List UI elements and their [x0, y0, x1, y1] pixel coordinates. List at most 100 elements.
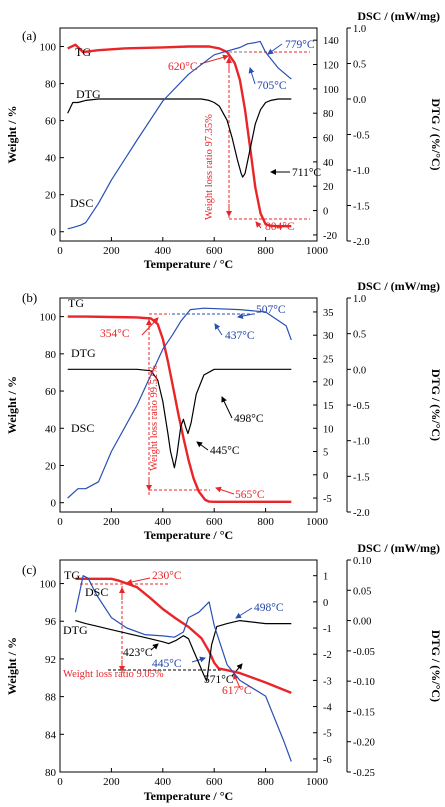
weight-tick-label: 100 — [40, 312, 57, 324]
dsc-tick-label: 5 — [323, 448, 328, 459]
weight-tick-label: 0 — [51, 498, 57, 510]
dtg-tick-label: -0.15 — [353, 707, 375, 718]
annotation-label: 565°C — [235, 489, 265, 501]
annotation-label: 620°C — [168, 61, 198, 73]
plot-frame — [59, 297, 318, 513]
annotation-label: Weight loss ratio 99.52% — [149, 365, 160, 471]
dsc-axis-title: DSC / (mW/mg) — [357, 541, 440, 555]
x-tick-label: 1000 — [306, 776, 329, 788]
annotation-arrow — [235, 607, 253, 619]
weight-tick-label: 88 — [45, 692, 57, 704]
annotation-arrow — [233, 673, 241, 689]
weight-tick-label: 20 — [45, 190, 57, 202]
series-label-dsc: DSC — [85, 585, 108, 599]
x-tick-label: 1000 — [306, 516, 329, 528]
dtg-tick-label: 0.0 — [353, 365, 366, 376]
dsc-axis-title: DSC / (mW/mg) — [357, 9, 440, 23]
series-label-tg: TG — [68, 296, 84, 310]
annotation-label: 445°C — [152, 658, 182, 670]
dtg-tick-label: 0.5 — [353, 330, 366, 341]
panel-tag: (b) — [22, 290, 37, 305]
series-line-tg — [75, 577, 292, 695]
dtg-tick-label: -2.0 — [353, 508, 370, 519]
dtg-axis-label: DTG / (%/°C) — [429, 98, 443, 170]
dsc-tick-label: -20 — [323, 231, 337, 242]
annotation-label: 617°C — [222, 685, 252, 697]
x-axis-label: Temperature / °C — [144, 257, 233, 271]
weight-tick-label: 100 — [40, 579, 57, 591]
dtg-tick-label: -0.5 — [353, 401, 370, 412]
weight-tick-label: 84 — [45, 729, 57, 741]
dtg-tick-label: -2.0 — [353, 237, 370, 248]
dtg-tick-label: -1.5 — [353, 472, 370, 483]
dsc-axis-title: DSC / (mW/mg) — [357, 279, 440, 293]
x-tick-label: 0 — [57, 516, 63, 528]
dtg-tick-label: 0.0 — [353, 95, 366, 106]
x-tick-label: 400 — [155, 516, 172, 528]
annotation-arrow — [255, 221, 262, 229]
weight-tick-label: 20 — [45, 460, 57, 472]
dtg-tick-label: 0.05 — [353, 586, 371, 597]
x-tick-label: 800 — [257, 516, 274, 528]
series-line-dtg — [67, 368, 292, 469]
annotation-arrow — [221, 396, 233, 419]
annotation-label: 423°C — [123, 647, 153, 659]
dtg-tick-label: -1.0 — [353, 166, 370, 177]
dsc-tick-label: 25 — [323, 354, 334, 365]
dsc-tick-label: -2 — [323, 650, 332, 661]
dtg-tick-label: -0.20 — [353, 738, 375, 749]
dsc-tick-label: 20 — [323, 378, 334, 389]
annotation-label: 705°C — [257, 80, 287, 92]
weight-tick-label: 0 — [51, 227, 57, 239]
x-axis-label: Temperature / °C — [144, 789, 233, 803]
dsc-tick-label: 30 — [323, 331, 334, 342]
dtg-tick-label: 1.0 — [353, 24, 366, 35]
panel-tag: (c) — [22, 562, 36, 577]
dsc-tick-label: 20 — [323, 182, 334, 193]
panel-tag: (a) — [22, 28, 36, 43]
series-label-dtg: DTG — [76, 87, 101, 101]
x-tick-label: 400 — [155, 245, 172, 257]
annotation-arrow — [141, 317, 159, 336]
dsc-tick-label: -6 — [323, 755, 332, 766]
plot-frame — [59, 27, 318, 242]
weight-tick-label: 80 — [45, 79, 57, 91]
weight-axis-label: Weight / % — [5, 105, 19, 163]
dtg-tick-label: -0.5 — [353, 131, 370, 142]
dtg-tick-label: 0.5 — [353, 60, 366, 71]
dtg-axis-label: DTG / (%/°C) — [429, 369, 443, 441]
annotation-label: 498°C — [234, 413, 264, 425]
dsc-tick-label: 35 — [323, 308, 334, 319]
series-line-dtg — [67, 98, 292, 178]
x-axis-label: Temperature / °C — [144, 528, 233, 542]
annotation-arrow — [126, 577, 151, 585]
dtg-tick-label: -1.0 — [353, 437, 370, 448]
x-tick-label: 1000 — [306, 245, 329, 257]
annotation-arrow — [214, 323, 223, 336]
annotation-arrow — [237, 313, 254, 319]
dsc-tick-label: 10 — [323, 424, 334, 435]
dsc-tick-label: -5 — [323, 494, 332, 505]
annotation-label: 437°C — [225, 330, 255, 342]
annotation-label: 354°C — [100, 328, 130, 340]
weight-tick-label: 92 — [45, 654, 56, 666]
plot-frame — [59, 559, 318, 773]
series-label-dtg: DTG — [71, 346, 96, 360]
dsc-tick-label: 0 — [323, 598, 328, 609]
annotation-label: 571°C — [204, 674, 234, 686]
annotation-label: 498°C — [254, 602, 284, 614]
series-line-tg — [67, 315, 292, 503]
dsc-tick-label: -5 — [323, 729, 332, 740]
dsc-tick-label: 100 — [323, 85, 339, 96]
dtg-tick-label: -0.25 — [353, 768, 375, 779]
annotation-label: 711°C — [292, 167, 321, 179]
dsc-tick-label: 0 — [323, 207, 328, 218]
series-label-tg: TG — [64, 568, 80, 582]
annotation-label: 230°C — [152, 570, 182, 582]
weight-tick-label: 80 — [45, 349, 57, 361]
annotation-label: Weight loss ratio 97.35% — [204, 114, 215, 220]
